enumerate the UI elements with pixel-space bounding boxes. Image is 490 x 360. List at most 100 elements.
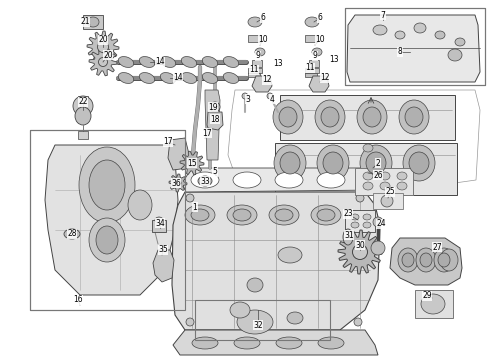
Polygon shape <box>173 330 378 355</box>
Ellipse shape <box>155 217 163 223</box>
Ellipse shape <box>317 209 335 221</box>
Ellipse shape <box>73 96 93 116</box>
Polygon shape <box>180 151 204 175</box>
Polygon shape <box>205 90 220 160</box>
Ellipse shape <box>202 57 218 67</box>
Text: 14: 14 <box>173 73 183 82</box>
Ellipse shape <box>233 172 261 188</box>
Bar <box>345 210 375 232</box>
Ellipse shape <box>434 248 454 272</box>
Polygon shape <box>45 145 178 295</box>
Text: 12: 12 <box>320 73 330 82</box>
Bar <box>30 130 185 310</box>
Text: 14: 14 <box>155 58 165 67</box>
Text: 1: 1 <box>193 202 197 211</box>
Text: 13: 13 <box>329 55 339 64</box>
Polygon shape <box>87 31 119 63</box>
Ellipse shape <box>96 226 118 254</box>
Ellipse shape <box>267 93 273 99</box>
Bar <box>78 131 88 139</box>
Ellipse shape <box>275 209 293 221</box>
Ellipse shape <box>403 145 435 181</box>
Ellipse shape <box>248 17 262 27</box>
Polygon shape <box>89 48 117 76</box>
Ellipse shape <box>360 145 392 181</box>
Ellipse shape <box>276 337 302 349</box>
Ellipse shape <box>210 102 220 112</box>
Ellipse shape <box>227 205 257 225</box>
Text: 12: 12 <box>262 76 272 85</box>
Bar <box>415 290 453 318</box>
Polygon shape <box>390 238 462 285</box>
Text: 13: 13 <box>273 58 283 68</box>
Ellipse shape <box>269 205 299 225</box>
Ellipse shape <box>397 172 407 180</box>
Ellipse shape <box>380 172 390 180</box>
Polygon shape <box>197 305 330 338</box>
Text: 27: 27 <box>432 243 442 252</box>
Ellipse shape <box>160 73 176 84</box>
Ellipse shape <box>79 147 135 223</box>
Ellipse shape <box>280 152 300 174</box>
Text: 32: 32 <box>253 320 263 329</box>
Ellipse shape <box>315 100 345 134</box>
Ellipse shape <box>312 48 322 56</box>
Ellipse shape <box>242 93 248 99</box>
Ellipse shape <box>448 49 462 61</box>
Ellipse shape <box>409 152 429 174</box>
Ellipse shape <box>421 294 445 314</box>
Ellipse shape <box>188 159 196 167</box>
Text: 10: 10 <box>315 36 325 45</box>
Ellipse shape <box>381 195 393 207</box>
Bar <box>30 130 185 310</box>
Text: 26: 26 <box>373 171 383 180</box>
Ellipse shape <box>223 57 239 67</box>
Bar <box>248 73 260 77</box>
Ellipse shape <box>398 248 418 272</box>
Ellipse shape <box>191 209 209 221</box>
Text: 25: 25 <box>385 188 395 197</box>
Text: 10: 10 <box>258 36 268 45</box>
Ellipse shape <box>185 205 215 225</box>
Ellipse shape <box>186 194 194 202</box>
Text: 36: 36 <box>171 179 181 188</box>
Text: 9: 9 <box>256 51 261 60</box>
Text: 7: 7 <box>381 10 386 19</box>
Text: 18: 18 <box>210 114 220 123</box>
Text: 20: 20 <box>98 36 108 45</box>
Bar <box>373 193 403 209</box>
Ellipse shape <box>305 17 319 27</box>
Ellipse shape <box>128 190 152 220</box>
Text: 31: 31 <box>344 230 354 239</box>
Bar <box>305 35 317 42</box>
Bar <box>280 95 455 140</box>
Ellipse shape <box>234 337 260 349</box>
Text: 21: 21 <box>80 18 90 27</box>
Ellipse shape <box>397 182 407 190</box>
Ellipse shape <box>118 73 134 84</box>
Text: 33: 33 <box>200 176 210 185</box>
Ellipse shape <box>455 38 465 46</box>
Ellipse shape <box>275 172 303 188</box>
Bar <box>305 73 317 77</box>
Ellipse shape <box>237 310 273 334</box>
Ellipse shape <box>371 241 385 255</box>
Text: 8: 8 <box>397 48 402 57</box>
Ellipse shape <box>223 73 239 84</box>
Text: 9: 9 <box>313 51 318 60</box>
Polygon shape <box>182 168 376 192</box>
Ellipse shape <box>318 337 344 349</box>
Text: 35: 35 <box>158 246 168 255</box>
Ellipse shape <box>287 312 303 324</box>
Ellipse shape <box>75 107 91 125</box>
Ellipse shape <box>139 57 155 67</box>
Ellipse shape <box>273 100 303 134</box>
Ellipse shape <box>317 145 349 181</box>
Ellipse shape <box>198 176 212 186</box>
Ellipse shape <box>118 57 134 67</box>
Text: 3: 3 <box>245 94 250 104</box>
Bar <box>78 96 88 104</box>
Ellipse shape <box>363 182 373 190</box>
Ellipse shape <box>363 144 373 152</box>
Polygon shape <box>309 76 329 92</box>
